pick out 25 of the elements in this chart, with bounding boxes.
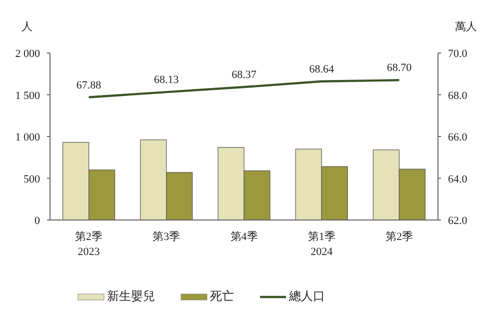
x-tick-label: 第4季	[230, 230, 258, 243]
data-label: 67.88	[76, 79, 102, 92]
y2-tick-label: 62.0	[448, 215, 468, 227]
y-tick-label: 0	[34, 215, 40, 227]
legend-label: 死亡	[210, 289, 234, 303]
data-label: 68.13	[154, 74, 180, 86]
y2-tick-label: 68.0	[448, 90, 468, 102]
y-tick-label: 1 500	[15, 90, 40, 102]
y-tick-label: 500	[24, 173, 40, 186]
x-tick-label: 第1季 2024	[308, 230, 336, 258]
y2-tick-label: 64.0	[448, 173, 468, 186]
y2-axis-title: 萬人	[455, 20, 477, 33]
legend-label: 新生嬰兒	[107, 289, 155, 303]
data-label: 68.37	[232, 69, 257, 82]
y-tick-label: 2 000	[15, 48, 40, 60]
x-tick-label: 第3季	[152, 230, 180, 243]
y2-tick-label: 66.0	[448, 132, 468, 144]
y-axis-title: 人	[22, 21, 32, 33]
x-tick-label: 第2季	[385, 230, 413, 243]
y2-tick-label: 70.0	[448, 48, 468, 60]
x-tick-label: 第2季 2023	[75, 230, 103, 258]
data-label: 68.70	[386, 62, 412, 74]
legend-label: 總人口	[288, 289, 325, 303]
y-tick-label: 1 000	[15, 132, 40, 144]
data-label: 68.64	[309, 63, 334, 76]
